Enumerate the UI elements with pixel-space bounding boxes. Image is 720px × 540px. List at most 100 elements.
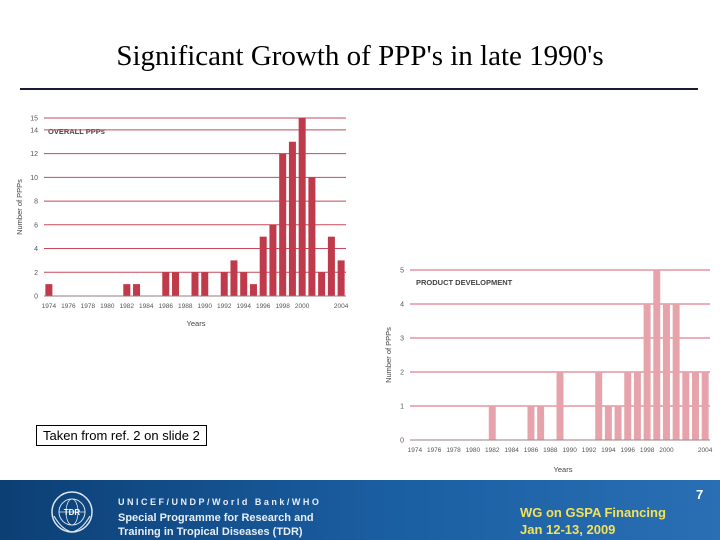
x-tick-label: 1988 — [543, 447, 558, 454]
x-tick-label: 1994 — [601, 447, 616, 454]
bar — [133, 284, 141, 296]
x-tick-label: 1978 — [81, 303, 96, 310]
x-tick-label: 1998 — [640, 447, 655, 454]
bar — [45, 284, 53, 296]
x-tick-label: 1984 — [504, 447, 519, 454]
bar — [662, 304, 670, 440]
x-tick-label: 1976 — [61, 303, 76, 310]
bar — [653, 270, 661, 440]
y-tick-label: 14 — [30, 127, 38, 134]
bar — [337, 260, 345, 296]
org-name: UNICEF/UNDP/World Bank/WHO — [118, 497, 322, 507]
product-development-chart: PRODUCT DEVELOPMENT Number of PPPs Years… — [384, 268, 713, 475]
y-tick-label: 10 — [30, 175, 38, 182]
x-axis-label: Years — [187, 319, 206, 328]
x-tick-label: 1978 — [446, 447, 461, 454]
y-tick-label: 12 — [30, 151, 38, 158]
x-tick-label: 1988 — [178, 303, 193, 310]
bar — [604, 406, 612, 440]
bar — [288, 141, 296, 296]
x-tick-label: 2004 — [334, 303, 349, 310]
y-tick-label: 2 — [34, 270, 38, 277]
x-tick-label: 2000 — [659, 447, 674, 454]
x-tick-label: 1994 — [236, 303, 251, 310]
overall-ppps-chart: OVERALL PPPs Number of PPPs Years 0 2 4 6 8 1… — [15, 116, 349, 329]
x-tick-label: 1996 — [256, 303, 271, 310]
x-tick-label: 1992 — [217, 303, 232, 310]
bar — [279, 153, 287, 296]
page-number: 7 — [696, 487, 704, 502]
slide-title: Significant Growth of PPP's in late 1990… — [116, 40, 604, 72]
x-tick-label: 1980 — [466, 447, 481, 454]
tdr-logo: TDR — [51, 491, 93, 533]
bar — [201, 272, 209, 296]
y-tick-label: 4 — [400, 302, 404, 309]
x-tick-label: 1982 — [120, 303, 135, 310]
footer-bar — [0, 480, 720, 540]
y-axis-label: Number of PPPs — [15, 179, 24, 235]
y-tick-label: 8 — [34, 199, 38, 206]
x-tick-label: 1990 — [562, 447, 577, 454]
bar — [259, 236, 267, 296]
title-divider — [20, 88, 698, 90]
bar — [633, 372, 641, 440]
bar — [308, 177, 316, 296]
x-tick-label: 1998 — [275, 303, 290, 310]
x-axis-label: Years — [554, 465, 573, 474]
bar — [488, 406, 496, 440]
bar — [682, 372, 690, 440]
y-tick-label: 5 — [400, 268, 404, 275]
x-tick-label: 1974 — [42, 303, 57, 310]
meeting-info: WG on GSPA Financing Jan 12-13, 2009 — [520, 504, 666, 538]
bar — [240, 272, 248, 296]
bar — [172, 272, 180, 296]
x-tick-label: 1980 — [100, 303, 115, 310]
bar — [318, 272, 326, 296]
logo-text: TDR — [64, 508, 81, 517]
x-tick-label: 1992 — [582, 447, 597, 454]
y-tick-label: 0 — [34, 294, 38, 301]
y-tick-label: 3 — [400, 336, 404, 343]
y-tick-label: 15 — [30, 116, 38, 123]
bar — [123, 284, 131, 296]
bar — [701, 372, 709, 440]
meeting-date: Jan 12-13, 2009 — [520, 522, 616, 537]
y-tick-label: 6 — [34, 222, 38, 229]
x-tick-label: 2000 — [295, 303, 310, 310]
bar — [230, 260, 238, 296]
bar — [556, 372, 564, 440]
programme-name: Special Programme for Research and Train… — [118, 511, 314, 539]
x-tick-label: 1984 — [139, 303, 154, 310]
bar — [692, 372, 699, 440]
y-axis-label: Number of PPPs — [384, 327, 393, 383]
x-tick-label: 1986 — [159, 303, 174, 310]
bar — [624, 372, 632, 440]
y-tick-label: 1 — [400, 404, 404, 411]
bar — [643, 304, 651, 440]
bar — [298, 118, 306, 296]
chart-title: PRODUCT DEVELOPMENT — [416, 278, 513, 287]
programme-line-2: Training in Tropical Diseases (TDR) — [118, 526, 303, 538]
x-tick-label: 1986 — [524, 447, 539, 454]
chart-title: OVERALL PPPs — [48, 127, 105, 136]
bar — [249, 284, 257, 296]
x-tick-label: 1982 — [485, 447, 500, 454]
bar — [537, 406, 545, 440]
x-tick-label: 1996 — [621, 447, 636, 454]
bar — [220, 272, 228, 296]
y-tick-label: 0 — [400, 438, 404, 445]
bar — [327, 236, 335, 296]
programme-line-1: Special Programme for Research and — [118, 512, 314, 524]
bar — [269, 224, 277, 296]
bar — [191, 272, 199, 296]
bar — [527, 406, 535, 440]
y-tick-label: 4 — [34, 246, 38, 253]
y-tick-label: 2 — [400, 370, 404, 377]
x-tick-label: 1974 — [408, 447, 423, 454]
bar — [162, 272, 170, 296]
x-tick-label: 1990 — [198, 303, 213, 310]
x-tick-label: 1976 — [427, 447, 442, 454]
bar — [595, 372, 603, 440]
x-tick-label: 2004 — [698, 447, 713, 454]
source-note: Taken from ref. 2 on slide 2 — [36, 425, 207, 446]
